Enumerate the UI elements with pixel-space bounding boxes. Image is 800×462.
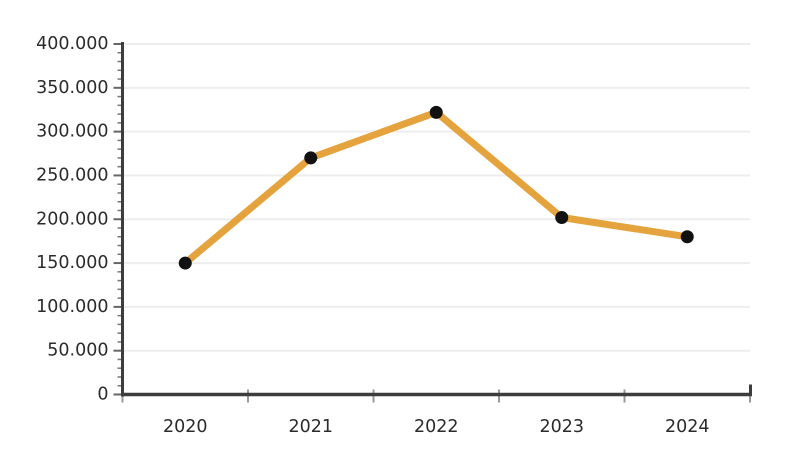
y-tick-label: 100.000 — [36, 297, 108, 317]
data-point-marker — [555, 210, 569, 224]
data-point-marker — [178, 256, 192, 270]
y-tick-label: 200.000 — [36, 209, 108, 229]
y-tick-label: 250.000 — [36, 165, 108, 185]
y-tick-label: 0 — [97, 385, 108, 405]
y-tick-label: 350.000 — [36, 78, 108, 98]
y-tick-label: 150.000 — [36, 253, 108, 273]
y-tick-label: 400.000 — [36, 34, 108, 54]
y-tick-label: 300.000 — [36, 122, 108, 142]
x-tick-label: 2022 — [414, 417, 459, 437]
x-tick-label: 2020 — [163, 417, 208, 437]
x-tick-label: 2021 — [288, 417, 333, 437]
data-point-marker — [304, 151, 318, 165]
data-point-marker — [429, 105, 443, 119]
x-tick-label: 2023 — [539, 417, 584, 437]
x-tick-label: 2024 — [665, 417, 710, 437]
data-point-marker — [680, 230, 694, 244]
y-tick-label: 50.000 — [47, 341, 108, 361]
